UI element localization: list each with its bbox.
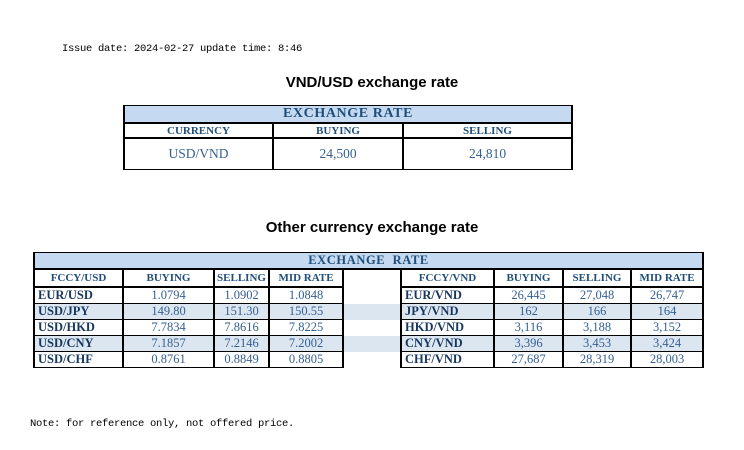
currency-pair-cell: USD/CHF bbox=[33, 351, 124, 368]
mid-rate-column-header: MID RATE bbox=[629, 268, 705, 288]
exchange-rate-band: EXCHANGE RATE bbox=[32, 252, 705, 270]
currency-pair-cell: CHF/VND bbox=[400, 351, 495, 368]
selling-rate-cell: 27,048 bbox=[562, 286, 632, 304]
selling-rate-cell: 166 bbox=[562, 303, 632, 320]
currency-pair-cell: USD/CNY bbox=[33, 335, 124, 352]
buying-column-header: BUYING bbox=[493, 268, 564, 288]
selling-rate-cell: 3,188 bbox=[562, 319, 632, 336]
buying-rate-cell: 162 bbox=[493, 303, 564, 320]
fccy-vnd-column-header: FCCY/VND bbox=[400, 268, 495, 288]
currency-pair-cell: JPY/VND bbox=[400, 303, 495, 320]
table-row: USD/HKD 7.7834 7.8616 7.8225 HKD/VND 3,1… bbox=[33, 319, 705, 336]
mid-rate-cell: 0.8805 bbox=[268, 351, 344, 368]
table-row: USD/JPY 149.80 151.30 150.55 JPY/VND 162… bbox=[33, 303, 705, 320]
currency-pair-cell: EUR/VND bbox=[400, 286, 495, 304]
table-header-row: CURRENCY BUYING SELLING bbox=[123, 122, 574, 139]
spacer-cell bbox=[342, 351, 402, 368]
currency-pair-cell: EUR/USD bbox=[33, 286, 124, 304]
selling-rate-cell: 0.8849 bbox=[213, 351, 270, 368]
mid-rate-cell: 3,152 bbox=[629, 319, 705, 336]
table-row: USD/VND 24,500 24,810 bbox=[123, 137, 574, 170]
table-header-row: FCCY/USD BUYING SELLING MID RATE FCCY/VN… bbox=[33, 268, 705, 288]
currency-column-header: CURRENCY bbox=[123, 122, 274, 139]
buying-rate-cell: 27,687 bbox=[493, 351, 564, 368]
mid-rate-cell: 28,003 bbox=[629, 351, 705, 368]
buying-rate-cell: 149.80 bbox=[122, 303, 215, 320]
mid-rate-cell: 1.0848 bbox=[268, 286, 344, 304]
mid-rate-cell: 7.8225 bbox=[268, 319, 344, 336]
buying-column-header: BUYING bbox=[122, 268, 215, 288]
other-currency-table: EXCHANGE RATE FCCY/USD BUYING SELLING MI… bbox=[32, 252, 705, 368]
issue-date-line: Issue date: 2024-02-27 update time: 8:46 bbox=[62, 43, 303, 55]
currency-pair-cell: CNY/VND bbox=[400, 335, 495, 352]
buying-rate-cell: 3,396 bbox=[493, 335, 564, 352]
selling-rate-cell: 3,453 bbox=[562, 335, 632, 352]
other-table-title: Other currency exchange rate bbox=[265, 219, 479, 236]
table-band-row: EXCHANGE RATE bbox=[122, 105, 574, 124]
selling-rate-cell: 1.0902 bbox=[213, 286, 270, 304]
usd-vnd-table: EXCHANGE RATE CURRENCY BUYING SELLING US… bbox=[122, 105, 574, 170]
table-band-row: EXCHANGE RATE bbox=[32, 252, 705, 270]
currency-pair-cell: USD/JPY bbox=[33, 303, 124, 320]
buying-rate-cell: 1.0794 bbox=[122, 286, 215, 304]
spacer-cell bbox=[342, 319, 402, 336]
buying-rate-cell: 7.7834 bbox=[122, 319, 215, 336]
table-row: USD/CNY 7.1857 7.2146 7.2002 CNY/VND 3,3… bbox=[33, 335, 705, 352]
note-line: Note: for reference only, not offered pr… bbox=[30, 418, 295, 430]
currency-pair-cell: USD/HKD bbox=[33, 319, 124, 336]
mid-rate-cell: 150.55 bbox=[268, 303, 344, 320]
exchange-rate-band: EXCHANGE RATE bbox=[122, 105, 574, 124]
buying-rate-cell: 26,445 bbox=[493, 286, 564, 304]
currency-pair-cell: USD/VND bbox=[123, 137, 274, 170]
selling-rate-cell: 151.30 bbox=[213, 303, 270, 320]
table-row: EUR/USD 1.0794 1.0902 1.0848 EUR/VND 26,… bbox=[33, 286, 705, 304]
selling-rate-cell: 24,810 bbox=[401, 137, 574, 170]
mid-rate-cell: 164 bbox=[629, 303, 705, 320]
usd-table-title: VND/USD exchange rate bbox=[285, 74, 459, 91]
selling-rate-cell: 7.2146 bbox=[213, 335, 270, 352]
selling-column-header: SELLING bbox=[401, 122, 574, 139]
selling-column-header: SELLING bbox=[562, 268, 632, 288]
spacer-cell bbox=[342, 287, 402, 304]
buying-rate-cell: 7.1857 bbox=[122, 335, 215, 352]
spacer-cell bbox=[342, 269, 402, 287]
buying-rate-cell: 24,500 bbox=[272, 137, 404, 170]
buying-rate-cell: 3,116 bbox=[493, 319, 564, 336]
selling-rate-cell: 28,319 bbox=[562, 351, 632, 368]
mid-rate-cell: 7.2002 bbox=[268, 335, 344, 352]
selling-column-header: SELLING bbox=[213, 268, 270, 288]
selling-rate-cell: 7.8616 bbox=[213, 319, 270, 336]
mid-rate-cell: 26,747 bbox=[629, 286, 705, 304]
spacer-cell bbox=[342, 335, 402, 352]
buying-rate-cell: 0.8761 bbox=[122, 351, 215, 368]
mid-rate-column-header: MID RATE bbox=[268, 268, 344, 288]
spacer-cell bbox=[342, 303, 402, 320]
mid-rate-cell: 3,424 bbox=[629, 335, 705, 352]
currency-pair-cell: HKD/VND bbox=[400, 319, 495, 336]
fccy-usd-column-header: FCCY/USD bbox=[33, 268, 124, 288]
table-row: USD/CHF 0.8761 0.8849 0.8805 CHF/VND 27,… bbox=[33, 351, 705, 368]
buying-column-header: BUYING bbox=[272, 122, 404, 139]
